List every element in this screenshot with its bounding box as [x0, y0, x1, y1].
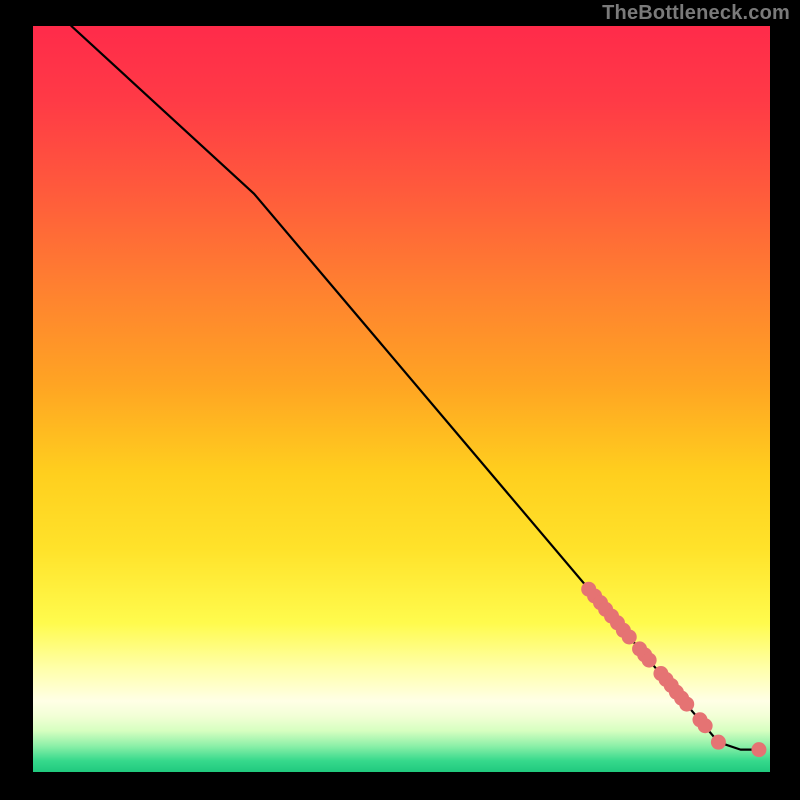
plot-area — [33, 26, 770, 772]
data-marker — [642, 653, 657, 668]
data-marker — [711, 735, 726, 750]
data-marker — [698, 718, 713, 733]
watermark-text: TheBottleneck.com — [602, 2, 790, 25]
gradient-background — [33, 26, 770, 772]
data-marker — [679, 697, 694, 712]
data-marker — [751, 742, 766, 757]
plot-svg — [33, 26, 770, 772]
chart-frame: TheBottleneck.com — [0, 0, 800, 800]
data-marker — [622, 629, 637, 644]
